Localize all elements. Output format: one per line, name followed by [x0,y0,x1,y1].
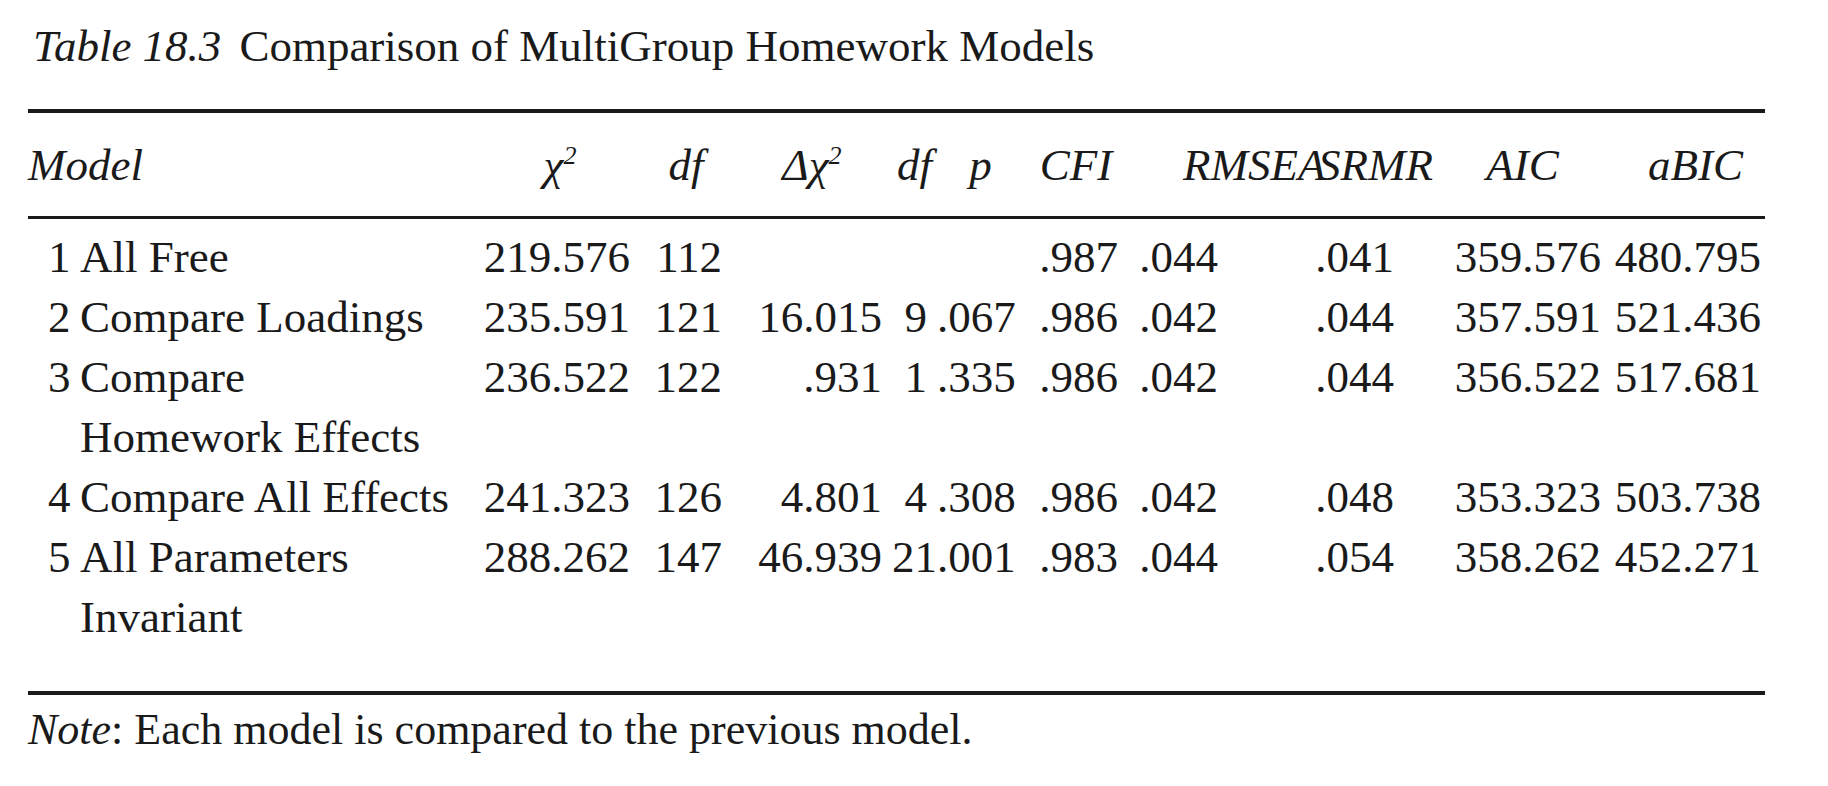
cell-aic: 353.323 [1404,467,1611,527]
cell-delta-chisq: 4.801 [732,467,892,527]
cell-aic: 357.591 [1404,287,1611,347]
cell-rmsea: .044 [1128,218,1228,288]
cell-cfi: .987 [1024,218,1128,288]
cell-abic: 517.681 [1611,347,1765,467]
cell-model-name: Compare Homework Effects [80,347,480,467]
cell-chisq: 288.262 [480,527,640,693]
cell-srmr: .044 [1228,347,1404,467]
column-header-chisq: χ2 [480,111,640,218]
cell-cfi: .983 [1024,527,1128,693]
column-header-df2: df [892,111,937,218]
cell-srmr: .054 [1228,527,1404,693]
cell-df1: 112 [640,218,732,288]
cell-rmsea: .042 [1128,347,1228,467]
cell-abic: 480.795 [1611,218,1765,288]
table-note-text: : Each model is compared to the previous… [111,705,972,754]
column-header-abic: aBIC [1611,111,1765,218]
cell-srmr: .048 [1228,467,1404,527]
table-row: 5 All Parameters Invariant 288.262 147 4… [28,527,1765,693]
table-note: Note: Each model is compared to the prev… [28,704,973,755]
table-row: 3 Compare Homework Effects 236.522 122 .… [28,347,1765,467]
cell-p: .067 [937,287,1024,347]
cell-rmsea: .042 [1128,287,1228,347]
column-header-df2-label: df [897,140,932,190]
cell-delta-chisq: .931 [732,347,892,467]
cell-chisq: 219.576 [480,218,640,288]
cell-model-number: 3 [28,347,80,467]
cell-chisq: 236.522 [480,347,640,467]
table-row: 4 Compare All Effects 241.323 126 4.801 … [28,467,1765,527]
cell-p: .001 [937,527,1024,693]
cell-df2: 9 [892,287,937,347]
cell-aic: 356.522 [1404,347,1611,467]
cell-df2: 4 [892,467,937,527]
column-header-p: p [937,111,1024,218]
cell-delta-chisq [732,218,892,288]
column-header-df1-label: df [668,140,703,190]
cell-cfi: .986 [1024,347,1128,467]
table-caption: Table 18.3 Comparison of MultiGroup Homew… [33,20,1094,72]
column-header-chisq-label: χ [544,140,564,190]
cell-chisq: 235.591 [480,287,640,347]
cell-chisq: 241.323 [480,467,640,527]
column-header-cfi-label: CFI [1040,140,1113,190]
cell-model-name: Compare All Effects [80,467,480,527]
cell-model-name: All Free [80,218,480,288]
cell-df2 [892,218,937,288]
column-header-rmsea: RMSEA [1128,111,1228,218]
column-header-p-label: p [969,140,992,190]
cell-model-name: Compare Loadings [80,287,480,347]
cell-abic: 521.436 [1611,287,1765,347]
column-header-delta-chisq-label: Δχ [782,140,828,190]
cell-df1: 122 [640,347,732,467]
table-number: Table 18.3 [33,21,221,71]
cell-cfi: .986 [1024,287,1128,347]
cell-aic: 358.262 [1404,527,1611,693]
cell-srmr: .044 [1228,287,1404,347]
cell-abic: 452.271 [1611,527,1765,693]
cell-delta-chisq: 16.015 [732,287,892,347]
cell-df2: 1 [892,347,937,467]
column-header-chisq-sup: 2 [563,141,576,170]
table-note-label: Note [28,705,111,754]
cell-model-number: 5 [28,527,80,693]
cell-delta-chisq: 46.939 [732,527,892,693]
column-header-aic: AIC [1404,111,1611,218]
cell-model-number: 1 [28,218,80,288]
cell-rmsea: .044 [1128,527,1228,693]
table-title-text: Comparison of MultiGroup Homework Models [239,21,1094,71]
cell-p [937,218,1024,288]
cell-df1: 147 [640,527,732,693]
cell-df2: 21 [892,527,937,693]
cell-abic: 503.738 [1611,467,1765,527]
cell-model-number: 4 [28,467,80,527]
cell-model-number: 2 [28,287,80,347]
table-row: 2 Compare Loadings 235.591 121 16.015 9 … [28,287,1765,347]
cell-aic: 359.576 [1404,218,1611,288]
cell-p: .308 [937,467,1024,527]
column-header-model: Model [28,111,480,218]
column-header-delta-chisq: Δχ2 [732,111,892,218]
cell-df1: 126 [640,467,732,527]
cell-df1: 121 [640,287,732,347]
column-header-df1: df [640,111,732,218]
column-header-delta-chisq-sup: 2 [829,141,842,170]
cell-srmr: .041 [1228,218,1404,288]
column-header-srmr-label: SRMR [1318,140,1433,190]
header-row: Model χ2 df Δχ2 df p CFI RMSEA SRMR AIC … [28,111,1765,218]
column-header-rmsea-label: RMSEA [1183,140,1325,190]
model-comparison-table: Model χ2 df Δχ2 df p CFI RMSEA SRMR AIC … [28,109,1765,695]
column-header-cfi: CFI [1024,111,1128,218]
table-row: 1 All Free 219.576 112 .987 .044 .041 35… [28,218,1765,288]
cell-model-name: All Parameters Invariant [80,527,480,693]
cell-cfi: .986 [1024,467,1128,527]
column-header-abic-label: aBIC [1648,140,1743,190]
cell-rmsea: .042 [1128,467,1228,527]
cell-p: .335 [937,347,1024,467]
column-header-aic-label: AIC [1486,140,1559,190]
page: Table 18.3 Comparison of MultiGroup Homew… [0,0,1828,786]
column-header-model-label: Model [28,140,143,190]
